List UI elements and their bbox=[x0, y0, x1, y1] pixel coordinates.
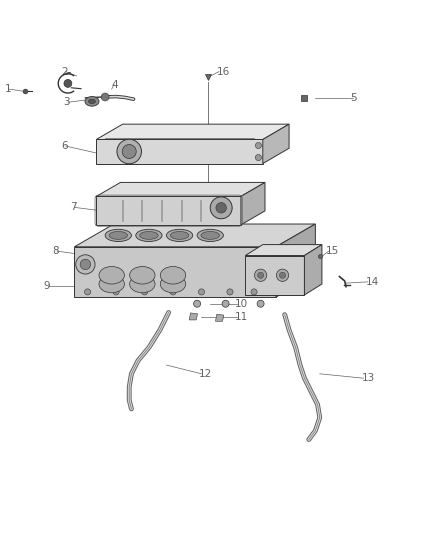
Text: 1: 1 bbox=[4, 84, 11, 94]
Circle shape bbox=[101, 93, 109, 101]
Ellipse shape bbox=[197, 229, 223, 241]
Polygon shape bbox=[263, 124, 289, 164]
Ellipse shape bbox=[88, 99, 95, 103]
Circle shape bbox=[170, 289, 176, 295]
Text: 6: 6 bbox=[61, 141, 68, 151]
Circle shape bbox=[255, 142, 261, 149]
Ellipse shape bbox=[170, 231, 189, 239]
Ellipse shape bbox=[166, 229, 193, 241]
Ellipse shape bbox=[99, 266, 124, 284]
Polygon shape bbox=[241, 182, 265, 225]
Circle shape bbox=[80, 259, 91, 270]
Ellipse shape bbox=[140, 231, 158, 239]
Text: 2: 2 bbox=[61, 67, 68, 77]
Circle shape bbox=[210, 197, 232, 219]
Polygon shape bbox=[276, 224, 315, 297]
Circle shape bbox=[122, 144, 136, 158]
Circle shape bbox=[251, 289, 257, 295]
Text: 7: 7 bbox=[70, 203, 77, 212]
Circle shape bbox=[257, 300, 264, 307]
Ellipse shape bbox=[201, 231, 219, 239]
Text: 13: 13 bbox=[361, 373, 374, 383]
Text: 12: 12 bbox=[199, 369, 212, 379]
Text: 11: 11 bbox=[234, 312, 247, 322]
Polygon shape bbox=[245, 245, 322, 255]
Circle shape bbox=[64, 79, 72, 87]
Ellipse shape bbox=[160, 266, 186, 284]
Polygon shape bbox=[96, 124, 289, 140]
Circle shape bbox=[279, 272, 286, 278]
Ellipse shape bbox=[109, 231, 127, 239]
Text: 16: 16 bbox=[217, 67, 230, 77]
Text: 9: 9 bbox=[44, 281, 50, 291]
Polygon shape bbox=[245, 255, 304, 295]
Circle shape bbox=[113, 289, 119, 295]
Ellipse shape bbox=[85, 96, 99, 106]
Polygon shape bbox=[215, 314, 224, 321]
Ellipse shape bbox=[99, 275, 124, 293]
Ellipse shape bbox=[130, 266, 155, 284]
Circle shape bbox=[258, 272, 264, 278]
Text: 14: 14 bbox=[366, 277, 379, 287]
Circle shape bbox=[85, 289, 91, 295]
Circle shape bbox=[255, 155, 261, 160]
Circle shape bbox=[216, 203, 226, 213]
Circle shape bbox=[194, 300, 201, 307]
Circle shape bbox=[222, 300, 229, 307]
Polygon shape bbox=[304, 245, 322, 295]
Circle shape bbox=[254, 269, 267, 281]
Text: 4: 4 bbox=[112, 80, 118, 90]
Text: 5: 5 bbox=[350, 93, 357, 103]
Ellipse shape bbox=[105, 229, 131, 241]
Circle shape bbox=[276, 269, 289, 281]
Polygon shape bbox=[189, 313, 198, 320]
Text: 10: 10 bbox=[234, 298, 247, 309]
Polygon shape bbox=[74, 247, 276, 297]
Ellipse shape bbox=[160, 275, 186, 293]
Circle shape bbox=[141, 289, 148, 295]
Circle shape bbox=[117, 139, 141, 164]
Ellipse shape bbox=[136, 229, 162, 241]
Text: 3: 3 bbox=[64, 97, 70, 107]
Text: 15: 15 bbox=[326, 246, 339, 256]
Circle shape bbox=[198, 289, 205, 295]
Polygon shape bbox=[96, 140, 263, 164]
Text: 8: 8 bbox=[53, 246, 59, 256]
Ellipse shape bbox=[130, 275, 155, 293]
Circle shape bbox=[227, 289, 233, 295]
Circle shape bbox=[76, 255, 95, 274]
Polygon shape bbox=[96, 182, 265, 197]
Polygon shape bbox=[96, 197, 241, 225]
Polygon shape bbox=[74, 224, 315, 247]
